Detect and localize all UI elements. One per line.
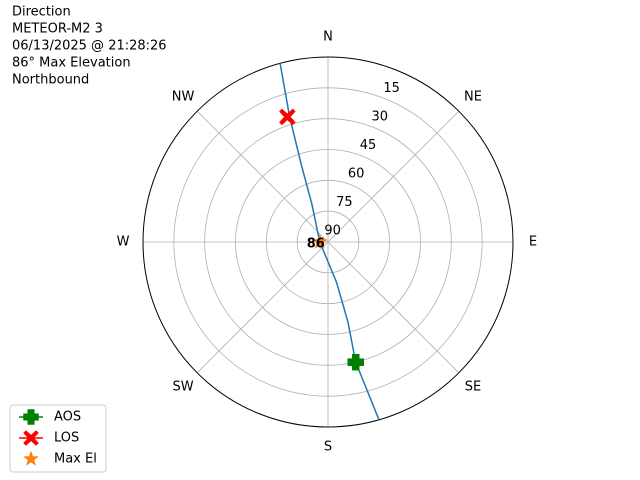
marker-x — [279, 108, 296, 126]
theta-tick-label: W — [117, 235, 130, 250]
grid-spoke — [196, 110, 329, 243]
r-tick-label: 45 — [360, 138, 377, 153]
r-tick-label: 30 — [372, 109, 389, 124]
theta-tick-label: S — [324, 440, 332, 455]
theta-tick-label: NE — [464, 90, 482, 105]
theta-tick-label: N — [323, 30, 333, 45]
marker-star — [22, 450, 40, 466]
grid-spoke — [196, 241, 329, 374]
grid-spoke — [327, 110, 460, 243]
theta-tick-label: NW — [172, 90, 195, 105]
data-label: 86 — [307, 237, 325, 252]
title-line: 86° Max Elevation — [12, 56, 131, 71]
grid-spoke — [327, 241, 460, 374]
marker-plus — [347, 353, 364, 371]
r-tick-label: 90 — [324, 223, 341, 238]
marker-plus — [23, 409, 39, 425]
track-line — [279, 63, 380, 421]
legend-label: Max El — [54, 452, 97, 467]
polar-frame — [142, 56, 514, 428]
marker-x — [23, 430, 39, 446]
marker-star — [311, 233, 328, 249]
theta-tick-label: SE — [465, 379, 481, 394]
title-line: Northbound — [12, 73, 89, 88]
title-line: METEOR-M2 3 — [12, 22, 103, 37]
r-tick-label: 60 — [348, 166, 365, 181]
title-line: 06/13/2025 @ 21:28:26 — [12, 39, 167, 54]
legend-label: AOS — [54, 410, 81, 425]
title-line: Direction — [12, 5, 71, 20]
theta-tick-label: E — [529, 235, 537, 250]
legend-label: LOS — [54, 431, 79, 446]
r-tick-label: 15 — [383, 81, 400, 96]
theta-tick-label: SW — [172, 379, 193, 394]
r-tick-label: 75 — [336, 195, 353, 210]
